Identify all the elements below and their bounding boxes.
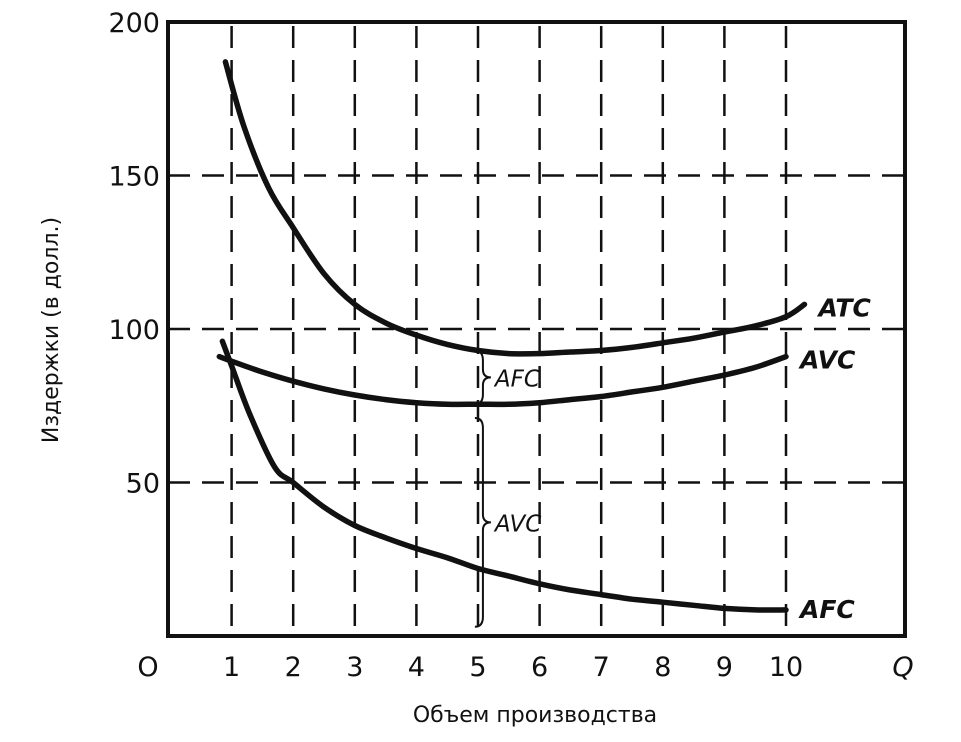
x-tick-label-6: 6	[531, 652, 548, 683]
brace-afc-0	[474, 349, 491, 406]
y-tick-label-50: 50	[126, 469, 160, 500]
curve-label-avc: AVC	[798, 346, 856, 375]
curve-afc	[219, 338, 789, 613]
brace-label-avc-1: AVC	[493, 511, 541, 537]
x-axis-end-label: Q	[892, 652, 913, 683]
x-axis-title: Объем производства	[413, 703, 657, 728]
annotation-layer: AFC AVC	[474, 349, 541, 628]
x-tick-label-1: 1	[223, 652, 240, 683]
curve-label-atc: ATC	[816, 293, 871, 322]
x-tick-label-10: 10	[769, 652, 803, 683]
curve-layer: ATC AVC AFC	[216, 59, 871, 624]
y-axis-title: Издержки (в долл.)	[39, 217, 64, 443]
y-tick-label-100: 100	[108, 315, 160, 346]
brace-avc-1	[474, 417, 491, 628]
origin-label: O	[137, 652, 158, 683]
x-tick-label-5: 5	[469, 652, 486, 683]
x-tick-label-9: 9	[716, 652, 733, 683]
y-tick-label-200: 200	[108, 8, 160, 39]
grid-layer	[168, 26, 905, 636]
x-tick-label-4: 4	[408, 652, 425, 683]
x-tick-label-7: 7	[593, 652, 610, 683]
tick-layer: 1 2 3 4 5 6 7 8 9 10 50 100 150 200	[108, 8, 803, 683]
x-tick-label-3: 3	[346, 652, 363, 683]
y-tick-label-150: 150	[108, 162, 160, 193]
curve-label-afc: AFC	[798, 595, 855, 624]
plot-frame	[166, 20, 907, 638]
curve-avc	[216, 353, 789, 408]
curve-atc	[222, 59, 808, 357]
x-tick-label-2: 2	[285, 652, 302, 683]
brace-label-afc-0: AFC	[493, 366, 540, 392]
x-tick-label-8: 8	[654, 652, 671, 683]
